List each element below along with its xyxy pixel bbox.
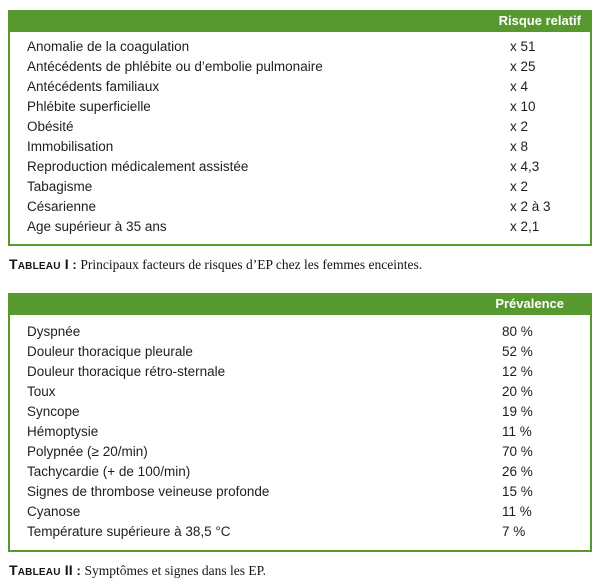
row-label: Antécédents de phlébite ou d’embolie pul… xyxy=(27,59,323,74)
table-row: Obésité x 2 xyxy=(10,117,590,137)
row-label: Polypnée (≥ 20/min) xyxy=(27,444,148,459)
row-label: Douleur thoracique pleurale xyxy=(27,344,193,359)
table-row: Douleur thoracique pleurale 52 % xyxy=(10,342,590,362)
row-label: Signes de thrombose veineuse profonde xyxy=(27,484,270,499)
row-value: x 2 xyxy=(510,119,529,134)
row-label: Obésité xyxy=(27,119,74,134)
table2-header-band: Prévalence xyxy=(8,293,592,315)
row-value: x 25 xyxy=(510,59,536,74)
table-row: Toux 20 % xyxy=(10,382,590,402)
table-row: Polypnée (≥ 20/min) 70 % xyxy=(10,442,590,462)
table2-caption-separator: : xyxy=(72,563,85,578)
table1-caption-text: Principaux facteurs de risques d’EP chez… xyxy=(80,257,423,272)
table1-caption-label: Tableau I xyxy=(9,256,69,272)
row-label: Phlébite superficielle xyxy=(27,99,151,114)
table-row: Hémoptysie 11 % xyxy=(10,422,590,442)
row-label: Cyanose xyxy=(27,504,81,519)
row-value: 70 % xyxy=(502,444,533,459)
row-label: Dyspnée xyxy=(27,324,81,339)
table2-header-label: Prévalence xyxy=(495,296,564,311)
row-value: x 51 xyxy=(510,39,536,54)
row-value: x 2,1 xyxy=(510,219,540,234)
table1-caption-separator: : xyxy=(68,257,81,272)
table-row: Température supérieure à 38,5 °C 7 % xyxy=(10,522,590,542)
row-label: Tabagisme xyxy=(27,179,93,194)
row-value: x 2 à 3 xyxy=(510,199,551,214)
row-label: Tachycardie (+ de 100/min) xyxy=(27,464,191,479)
row-value: x 2 xyxy=(510,179,529,194)
row-label: Hémoptysie xyxy=(27,424,99,439)
row-value: x 4,3 xyxy=(510,159,540,174)
row-label: Age supérieur à 35 ans xyxy=(27,219,167,234)
row-label: Température supérieure à 38,5 °C xyxy=(27,524,231,539)
row-value: 15 % xyxy=(502,484,533,499)
table1-body: Anomalie de la coagulation x 51 Antécéde… xyxy=(8,32,592,246)
table2-body: Dyspnée 80 % Douleur thoracique pleurale… xyxy=(8,315,592,552)
row-value: 19 % xyxy=(502,404,533,419)
table1-header-label: Risque relatif xyxy=(498,13,581,28)
table2-caption-label: Tableau II xyxy=(9,562,73,578)
table-row: Antécédents familiaux x 4 xyxy=(10,77,590,97)
table-row: Signes de thrombose veineuse profonde 15… xyxy=(10,482,590,502)
row-value: x 10 xyxy=(510,99,536,114)
table-row: Phlébite superficielle x 10 xyxy=(10,97,590,117)
table-row: Age supérieur à 35 ans x 2,1 xyxy=(10,217,590,237)
row-value: 12 % xyxy=(502,364,533,379)
row-label: Antécédents familiaux xyxy=(27,79,160,94)
table-risk-factors: Risque relatif Anomalie de la coagulatio… xyxy=(8,10,592,246)
table-row: Syncope 19 % xyxy=(10,402,590,422)
table-row: Dyspnée 80 % xyxy=(10,322,590,342)
table-row: Tachycardie (+ de 100/min) 26 % xyxy=(10,462,590,482)
row-value: 26 % xyxy=(502,464,533,479)
table2-caption: Tableau II : Symptômes et signes dans le… xyxy=(9,561,592,580)
row-label: Toux xyxy=(27,384,56,399)
table2-caption-text: Symptômes et signes dans les EP. xyxy=(84,563,266,578)
table1-header-band: Risque relatif xyxy=(8,10,592,32)
row-value: 80 % xyxy=(502,324,533,339)
row-value: 11 % xyxy=(502,504,532,519)
row-label: Syncope xyxy=(27,404,80,419)
table-row: Anomalie de la coagulation x 51 xyxy=(10,37,590,57)
row-value: 52 % xyxy=(502,344,533,359)
row-label: Reproduction médicalement assistée xyxy=(27,159,249,174)
table-row: Antécédents de phlébite ou d’embolie pul… xyxy=(10,57,590,77)
table1-caption: Tableau I : Principaux facteurs de risqu… xyxy=(9,255,592,274)
row-value: x 8 xyxy=(510,139,529,154)
table-row: Césarienne x 2 à 3 xyxy=(10,197,590,217)
row-value: 20 % xyxy=(502,384,533,399)
table-row: Immobilisation x 8 xyxy=(10,137,590,157)
row-value: x 4 xyxy=(510,79,529,94)
row-label: Douleur thoracique rétro-sternale xyxy=(27,364,226,379)
table-prevalence: Prévalence Dyspnée 80 % Douleur thoraciq… xyxy=(8,293,592,552)
table-row: Reproduction médicalement assistée x 4,3 xyxy=(10,157,590,177)
row-label: Césarienne xyxy=(27,199,97,214)
row-label: Anomalie de la coagulation xyxy=(27,39,190,54)
row-label: Immobilisation xyxy=(27,139,114,154)
row-value: 7 % xyxy=(502,524,526,539)
row-value: 11 % xyxy=(502,424,532,439)
table-row: Tabagisme x 2 xyxy=(10,177,590,197)
table-row: Douleur thoracique rétro-sternale 12 % xyxy=(10,362,590,382)
table-row: Cyanose 11 % xyxy=(10,502,590,522)
